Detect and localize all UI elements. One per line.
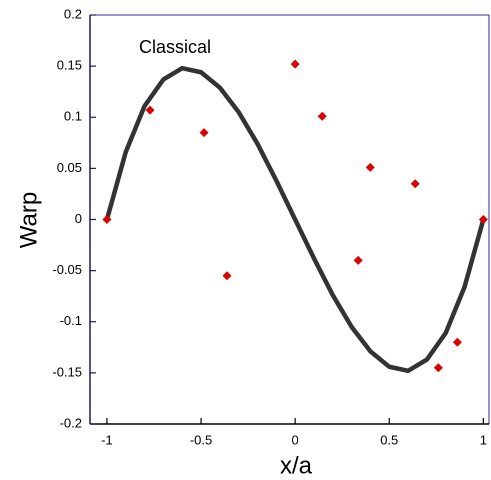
y-tick-label: -0.1 [60, 313, 82, 328]
x-tick-label: -0.5 [190, 432, 212, 447]
x-tick-label: 0.5 [380, 432, 398, 447]
annotation: Classical [139, 37, 211, 57]
point [222, 271, 232, 281]
y-tick-label: -0.15 [52, 364, 82, 379]
y-tick-label: 0.15 [57, 58, 82, 73]
x-axis-title: x/a [280, 452, 313, 479]
point [102, 215, 112, 224]
y-tick-label: 0 [75, 211, 82, 226]
point [433, 363, 443, 373]
x-tick-label: -1 [101, 432, 113, 447]
y-tick-label: 0.05 [57, 160, 82, 175]
y-axis-title: Warp [15, 192, 42, 248]
point [353, 255, 363, 265]
x-tick-label: 1 [480, 432, 487, 447]
y-tick-label: -0.05 [52, 262, 82, 277]
point [199, 128, 209, 138]
y-tick-label: 0.1 [64, 109, 82, 124]
y-tick-label: 0.2 [64, 6, 82, 21]
x-tick-label: 0 [292, 432, 299, 447]
point [365, 162, 375, 172]
point [290, 59, 300, 69]
point [317, 111, 327, 121]
point [410, 179, 420, 189]
point [452, 337, 462, 347]
y-tick-label: -0.2 [60, 415, 82, 430]
point [145, 105, 155, 115]
curve [104, 65, 486, 374]
point [478, 215, 488, 224]
